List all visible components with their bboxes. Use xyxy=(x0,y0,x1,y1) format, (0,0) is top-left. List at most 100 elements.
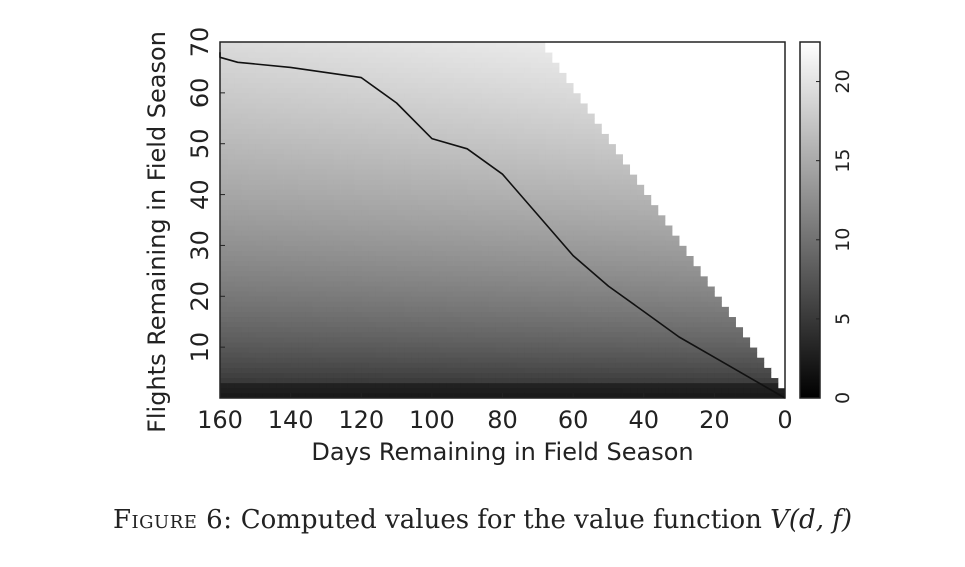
heatmap-cell xyxy=(333,392,341,399)
heatmap-cell xyxy=(467,184,475,190)
heatmap-cell xyxy=(311,235,320,241)
heatmap-cell xyxy=(467,128,475,134)
heatmap-cell xyxy=(672,342,680,348)
heatmap-cell xyxy=(742,392,751,399)
heatmap-cell xyxy=(559,52,567,58)
heatmap-cell xyxy=(495,67,503,73)
heatmap-cell xyxy=(318,174,327,180)
heatmap-cell xyxy=(601,148,609,155)
heatmap-cell xyxy=(276,286,284,292)
heatmap-cell xyxy=(587,321,595,328)
heatmap-cell xyxy=(615,164,623,170)
heatmap-cell xyxy=(311,291,320,297)
heatmap-cell xyxy=(333,382,341,389)
heatmap-cell xyxy=(431,164,440,170)
heatmap-cell xyxy=(467,342,475,348)
heatmap-cell xyxy=(417,189,426,195)
heatmap-cell xyxy=(601,194,609,201)
heatmap-cell xyxy=(707,204,715,211)
heatmap-cell xyxy=(347,387,355,394)
heatmap-cell xyxy=(537,103,546,109)
heatmap-cell xyxy=(325,326,334,333)
heatmap-cell xyxy=(502,260,510,267)
heatmap-cell xyxy=(290,225,299,231)
heatmap-cell xyxy=(566,113,574,119)
heatmap-cell xyxy=(502,92,510,99)
heatmap-cell xyxy=(530,184,539,190)
heatmap-cell xyxy=(375,199,383,206)
heatmap-cell xyxy=(664,209,673,216)
heatmap-cell xyxy=(700,352,708,358)
heatmap-cell xyxy=(502,331,510,338)
heatmap-cell xyxy=(608,382,616,389)
heatmap-cell xyxy=(333,377,341,384)
heatmap-cell xyxy=(290,169,299,175)
heatmap-cell xyxy=(333,103,341,109)
heatmap-cell xyxy=(594,382,602,389)
heatmap-cell xyxy=(700,230,708,236)
heatmap-cell xyxy=(714,382,722,389)
heatmap-cell xyxy=(735,286,744,292)
heatmap-cell xyxy=(636,311,645,318)
heatmap-cell xyxy=(333,82,341,89)
heatmap-cell xyxy=(311,174,320,180)
heatmap-cell xyxy=(700,128,708,134)
heatmap-cell xyxy=(580,72,588,78)
heatmap-cell xyxy=(410,189,419,195)
heatmap-cell xyxy=(700,209,708,216)
heatmap-cell xyxy=(537,336,546,343)
heatmap-cell xyxy=(467,326,475,333)
heatmap-cell xyxy=(566,347,574,353)
heatmap-cell xyxy=(544,153,553,160)
heatmap-cell xyxy=(714,250,722,256)
heatmap-cell xyxy=(749,148,758,155)
heatmap-cell xyxy=(763,103,772,109)
heatmap-cell xyxy=(580,301,588,307)
heatmap-cell xyxy=(297,164,306,170)
heatmap-cell xyxy=(481,240,489,246)
heatmap-cell xyxy=(559,204,567,211)
heatmap-cell xyxy=(438,357,447,363)
heatmap-cell xyxy=(382,128,390,134)
heatmap-cell xyxy=(714,275,722,282)
heatmap-cell xyxy=(368,67,376,73)
heatmap-cell xyxy=(566,47,574,53)
heatmap-cell xyxy=(325,372,334,379)
heatmap-cell xyxy=(325,153,334,160)
heatmap-cell xyxy=(446,184,454,190)
heatmap-cell xyxy=(460,169,468,175)
heatmap-cell xyxy=(488,362,496,368)
heatmap-cell xyxy=(756,153,765,160)
heatmap-cell xyxy=(495,347,503,353)
heatmap-cell xyxy=(467,331,475,338)
heatmap-cell xyxy=(318,352,327,358)
heatmap-cell xyxy=(580,342,588,348)
heatmap-cell xyxy=(636,275,645,282)
heatmap-cell xyxy=(368,214,376,221)
heatmap-cell xyxy=(622,194,631,201)
heatmap-cell xyxy=(516,118,525,124)
heatmap-cell xyxy=(368,57,376,63)
heatmap-cell xyxy=(721,240,729,246)
heatmap-cell xyxy=(290,392,299,399)
heatmap-cell xyxy=(544,92,553,99)
heatmap-cell xyxy=(566,214,574,221)
heatmap-cell xyxy=(460,77,468,84)
heatmap-cell xyxy=(495,194,503,201)
heatmap-cell xyxy=(481,281,489,287)
heatmap-cell xyxy=(728,174,736,180)
heatmap-cell xyxy=(679,153,687,160)
heatmap-cell xyxy=(361,367,369,373)
heatmap-cell xyxy=(290,113,299,119)
heatmap-cell xyxy=(679,57,687,63)
heatmap-cell xyxy=(304,357,313,363)
heatmap-cell xyxy=(693,184,701,190)
heatmap-cell xyxy=(438,169,447,175)
heatmap-cell xyxy=(467,57,475,63)
heatmap-cell xyxy=(672,153,680,160)
heatmap-cell xyxy=(537,179,546,185)
heatmap-cell xyxy=(446,275,454,282)
heatmap-cell xyxy=(382,148,390,155)
heatmap-cell xyxy=(283,103,292,109)
heatmap-cell xyxy=(403,245,412,251)
